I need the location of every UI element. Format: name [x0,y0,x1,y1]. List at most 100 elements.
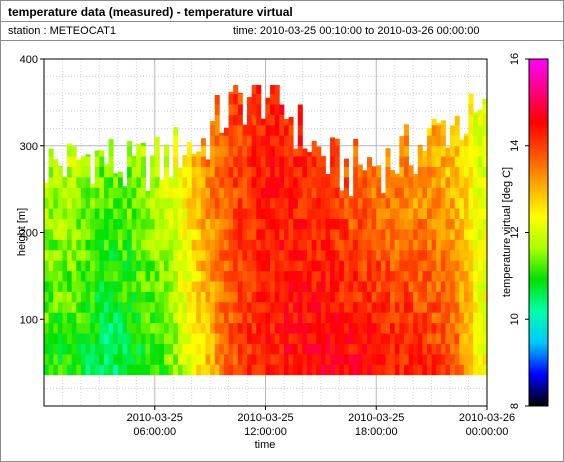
heatmap-cell [473,218,479,230]
heatmap-cell [205,291,211,303]
heatmap-cell [297,281,303,292]
heatmap-cell [94,156,100,167]
heatmap-cell [316,156,322,167]
heatmap-cell [339,343,345,355]
y-tick-label: 100 [20,314,38,326]
heatmap-cell [376,291,382,303]
heatmap-cell [390,322,396,334]
heatmap-cell [168,312,174,324]
heatmap-cell [237,208,243,220]
heatmap-cell [237,260,243,272]
heatmap-cell [454,197,460,209]
heatmap-cell [48,312,54,324]
heatmap-cell [353,176,359,188]
heatmap-cell [348,312,354,324]
heatmap-cell [48,364,54,376]
heatmap-cell [302,343,308,355]
heatmap-cell [482,291,488,303]
heatmap-cell [422,197,428,209]
heatmap-cell [237,92,243,95]
heatmap-cell [223,312,229,324]
heatmap-cell [62,187,68,199]
heatmap-cell [302,353,308,365]
heatmap-cell [223,353,229,365]
heatmap-cell [468,343,474,355]
heatmap-cell [191,153,197,157]
heatmap-cell [182,176,188,188]
heatmap-cell [182,155,188,157]
heatmap-cell [459,301,465,313]
heatmap-cell [242,239,248,251]
heatmap-cell [482,114,488,126]
heatmap-cell [385,187,391,199]
heatmap-cell [265,176,271,188]
heatmap-cell [473,260,479,272]
heatmap-cell [228,364,234,376]
heatmap-cell [103,229,109,240]
heatmap-cell [103,208,109,220]
heatmap-cell [228,91,234,95]
heatmap-cell [94,208,100,220]
heatmap-cell [187,145,193,157]
heatmap-cell [44,182,50,188]
y-tick-label: 400 [20,54,38,66]
heatmap-cell [445,249,451,261]
heatmap-cell [422,343,428,355]
heatmap-cell [362,281,368,292]
heatmap-cell [67,145,73,157]
heatmap-cell [413,197,419,209]
heatmap-cell [454,135,460,147]
heatmap-cell [436,176,442,188]
heatmap-cell [274,333,280,344]
heatmap-cell [380,249,386,261]
heatmap-cell [367,270,373,282]
heatmap-cell [260,353,266,365]
heatmap-cell [191,249,197,261]
heatmap-cell [307,176,313,188]
heatmap-cell [450,343,456,355]
heatmap-cell [348,301,354,313]
heatmap-cell [274,229,280,240]
heatmap-cell [205,229,211,240]
heatmap-cell [210,291,216,303]
heatmap-cell [237,249,243,261]
heatmap-cell [237,166,243,178]
heatmap-cell [408,239,414,251]
heatmap-cell [182,166,188,178]
heatmap-cell [293,229,299,240]
heatmap-cell [468,187,474,199]
heatmap-cell [44,187,50,199]
heatmap-cell [187,260,193,272]
heatmap-cell [44,197,50,209]
heatmap-cell [399,260,405,272]
heatmap-cell [316,218,322,230]
heatmap-cell [62,249,68,261]
heatmap-cell [274,93,280,105]
heatmap-cell [325,249,331,261]
heatmap-cell [53,270,59,282]
heatmap-cell [279,322,285,334]
heatmap-cell [376,166,382,178]
heatmap-cell [233,301,239,313]
heatmap-cell [463,353,469,365]
heatmap-cell [348,364,354,376]
heatmap-cell [422,208,428,220]
heatmap-cell [348,196,354,199]
heatmap-cell [413,301,419,313]
heatmap-cell [205,353,211,365]
heatmap-cell [140,145,146,157]
heatmap-cell [473,156,479,167]
heatmap-cell [140,301,146,313]
heatmap-cell [127,218,133,230]
heatmap-cell [80,260,86,272]
heatmap-cell [219,281,225,292]
heatmap-cell [330,187,336,199]
heatmap-cell [283,249,289,261]
heatmap-cell [311,156,317,167]
heatmap-cell [270,124,276,136]
heatmap-cell [140,197,146,209]
heatmap-cell [274,270,280,282]
heatmap-cell [242,124,248,126]
heatmap-cell [62,176,68,188]
heatmap-cell [413,322,419,334]
